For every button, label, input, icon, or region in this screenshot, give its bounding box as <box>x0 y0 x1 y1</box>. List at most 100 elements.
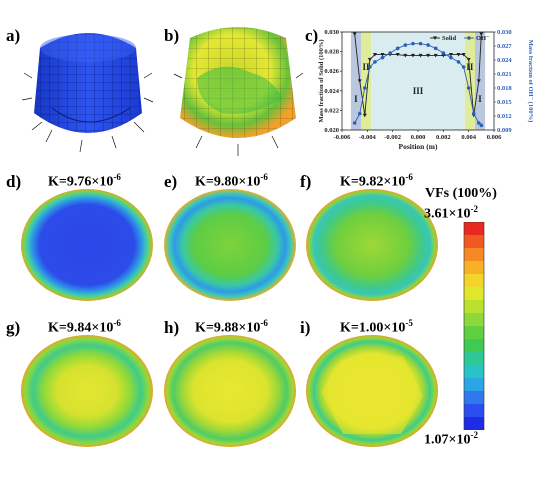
colorbar-step <box>464 352 484 366</box>
contour-disk-f <box>306 189 438 301</box>
colorbar-step <box>464 391 484 405</box>
data-point-solid <box>372 52 377 57</box>
data-point-oh <box>479 123 484 128</box>
data-point-oh <box>363 86 367 90</box>
panel-label-f: f) <box>300 172 312 191</box>
contour-disk-h <box>164 335 296 447</box>
x-tick-label: 0.006 <box>487 134 502 141</box>
data-point-oh <box>433 46 438 51</box>
data-point-solid <box>380 52 385 57</box>
data-point-oh <box>395 46 400 51</box>
legend-label: OH⁻ <box>476 35 490 42</box>
k-value-f: K=9.82×10-6 <box>340 172 413 190</box>
chart-region <box>475 32 486 130</box>
y-right-tick-label: 0.021 <box>497 71 512 78</box>
data-point-solid <box>367 57 372 62</box>
data-point-solid <box>461 52 466 57</box>
panel-label-i: i) <box>300 318 311 337</box>
y-right-tick-label: 0.015 <box>497 99 512 106</box>
y-left-tick-label: 0.030 <box>324 29 339 36</box>
chart-legend: Solid OH⁻ <box>430 35 490 42</box>
y-right-tick-label: 0.024 <box>497 57 512 64</box>
colorbar-step <box>464 326 484 340</box>
data-point-oh <box>466 86 471 90</box>
y-right-tick-label: 0.018 <box>497 85 512 92</box>
data-point-oh <box>449 55 453 60</box>
data-point-oh <box>456 60 461 64</box>
data-point-oh <box>388 51 392 55</box>
data-point-solid <box>395 52 400 57</box>
panel-label-d: d) <box>6 172 22 191</box>
colorbar-step <box>464 417 484 430</box>
data-point-oh <box>368 65 372 69</box>
data-point-oh <box>461 65 466 69</box>
y-right-tick-label: 0.030 <box>497 29 512 36</box>
x-tick-label: 0.004 <box>461 134 476 141</box>
data-point-solid <box>479 32 484 36</box>
data-point-oh <box>373 60 377 64</box>
colorbar <box>463 222 485 430</box>
colorbar-step <box>464 313 484 327</box>
mesh-cylinder-3d <box>22 33 154 153</box>
x-tick-label: -0.002 <box>384 134 401 141</box>
colorbar-step <box>464 261 484 275</box>
y-left-tick-label: 0.024 <box>324 88 339 95</box>
y-right-tick-label: 0.012 <box>497 113 512 120</box>
data-point-solid <box>441 53 446 58</box>
chart-region <box>350 32 361 130</box>
data-point-oh <box>441 51 446 55</box>
chart-region <box>371 32 465 130</box>
chart-region-label: I <box>478 94 482 104</box>
panel-label-e: e) <box>164 172 178 191</box>
x-tick-label: 0.000 <box>411 134 426 141</box>
x-tick-label: 0.002 <box>436 134 451 141</box>
legend-marker <box>433 36 437 40</box>
surface-contour-3d <box>173 27 304 156</box>
data-point-oh <box>471 111 476 116</box>
chart-region-label: I <box>354 94 358 104</box>
k-value-g: K=9.84×10-6 <box>48 318 121 336</box>
panel-label-a: a) <box>6 26 21 45</box>
panel-label-h: h) <box>164 318 180 337</box>
panel-label-c: c) <box>305 26 319 45</box>
data-point-solid <box>466 57 471 62</box>
data-point-solid <box>410 53 415 58</box>
y-right-tick-label: 0.009 <box>497 127 512 134</box>
data-point-oh <box>426 43 430 47</box>
colorbar-step <box>464 248 484 262</box>
panel-label-g: g) <box>6 318 21 337</box>
k-value-e: K=9.80×10-6 <box>195 172 268 190</box>
colorbar-title: VFs (100%) <box>425 186 497 201</box>
chart-region-label: III <box>413 86 424 96</box>
x-tick-label: -0.004 <box>359 134 377 141</box>
contour-disk-i <box>306 335 438 447</box>
data-point-solid <box>403 53 408 58</box>
y-left-tick-label: 0.020 <box>324 127 339 134</box>
data-point-solid <box>426 53 431 58</box>
data-point-solid <box>357 79 362 83</box>
colorbar-step <box>464 378 484 392</box>
legend-label: Solid <box>442 35 456 42</box>
data-point-solid <box>362 113 367 118</box>
y-left-tick-label: 0.028 <box>324 49 339 56</box>
legend-marker <box>467 36 471 40</box>
colorbar-step <box>464 287 484 301</box>
k-value-h: K=9.88×10-6 <box>195 318 268 336</box>
colorbar-step <box>464 222 484 236</box>
colorbar-step <box>464 404 484 418</box>
data-point-oh <box>352 121 357 125</box>
colorbar-step <box>464 300 484 314</box>
panel-label-b: b) <box>164 26 180 45</box>
chart-region-label: II <box>363 62 371 72</box>
y-right-axis-label: Mass fraction of OH⁻ (100%) <box>527 40 533 123</box>
chart-region <box>464 32 475 130</box>
data-point-oh <box>411 41 415 46</box>
colorbar-frame <box>463 222 485 430</box>
colorbar-max-label: 3.61×10-2 <box>424 204 478 222</box>
colorbar-step <box>464 365 484 379</box>
y-left-tick-label: 0.022 <box>324 107 339 114</box>
k-value-i: K=1.00×10-5 <box>340 318 413 336</box>
data-point-solid <box>448 52 453 57</box>
colorbar-min-label: 1.07×10-2 <box>424 430 478 448</box>
